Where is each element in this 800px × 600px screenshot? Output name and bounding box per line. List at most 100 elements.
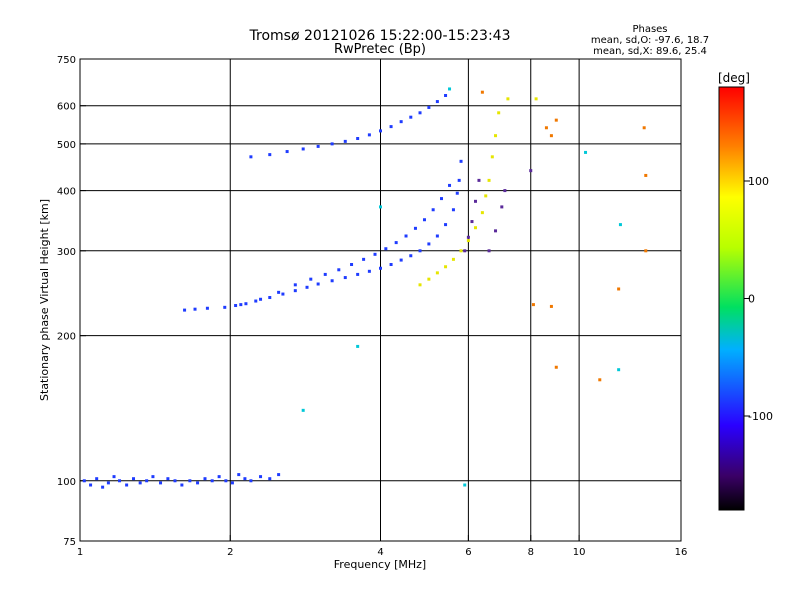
data-point xyxy=(457,178,461,182)
data-point xyxy=(431,208,435,212)
colorbar-ticks: 100 0 -100 xyxy=(744,175,773,423)
data-point xyxy=(451,257,455,261)
data-point xyxy=(444,93,448,97)
data-point xyxy=(463,483,467,487)
y-tick-label: 600 xyxy=(57,102,76,113)
data-point xyxy=(389,125,393,129)
data-point xyxy=(173,479,177,483)
data-point xyxy=(309,277,313,281)
data-point xyxy=(455,191,459,195)
data-point xyxy=(138,481,142,485)
data-point xyxy=(531,303,535,307)
data-point xyxy=(237,473,241,477)
data-point xyxy=(268,296,272,300)
x-tick-label: 10 xyxy=(573,547,586,558)
data-point xyxy=(584,150,588,154)
data-point xyxy=(394,241,398,245)
data-point xyxy=(151,475,155,479)
data-point xyxy=(343,276,347,280)
data-point xyxy=(413,226,417,230)
y-tick-label: 750 xyxy=(57,55,76,66)
data-point xyxy=(356,344,360,348)
x-axis-label: Frequency [MHz] xyxy=(334,558,426,571)
data-point xyxy=(473,226,477,230)
grid-lines xyxy=(80,59,681,541)
data-point xyxy=(89,483,93,487)
y-tick-label: 400 xyxy=(57,187,76,198)
data-point xyxy=(223,305,227,309)
x-tick-label: 6 xyxy=(465,547,471,558)
data-point xyxy=(196,481,200,485)
data-point xyxy=(618,223,622,227)
y-tick-label: 300 xyxy=(57,247,76,258)
data-point xyxy=(95,477,99,481)
stats-line-x: mean, sd,X: 89.6, 25.4 xyxy=(593,46,707,57)
data-point xyxy=(101,485,105,489)
data-point xyxy=(249,479,253,483)
data-point xyxy=(399,258,403,262)
y-tick-label: 100 xyxy=(57,477,76,488)
data-point xyxy=(205,306,209,310)
data-point xyxy=(459,159,463,163)
data-point xyxy=(418,249,422,253)
data-point xyxy=(477,178,481,182)
data-point xyxy=(180,483,184,487)
x-tick-label: 2 xyxy=(227,547,233,558)
data-point xyxy=(356,137,360,141)
x-tick-label: 4 xyxy=(377,547,383,558)
data-point xyxy=(316,282,320,286)
data-point xyxy=(234,304,238,308)
data-point xyxy=(598,378,602,382)
data-point xyxy=(316,144,320,148)
data-point xyxy=(356,272,360,276)
data-point xyxy=(444,223,448,227)
data-point xyxy=(544,126,548,130)
data-point xyxy=(470,220,474,224)
data-point xyxy=(427,277,431,281)
data-point xyxy=(409,115,413,119)
data-point xyxy=(230,481,234,485)
y-tick-label: 75 xyxy=(63,537,76,548)
data-point xyxy=(418,111,422,115)
data-point xyxy=(379,129,382,133)
data-point xyxy=(293,289,297,293)
data-point xyxy=(497,111,501,115)
data-point xyxy=(373,252,377,256)
colorbar-tick-label: 0 xyxy=(748,293,755,306)
data-point xyxy=(451,208,455,212)
data-point xyxy=(254,299,258,303)
data-point xyxy=(506,97,510,101)
data-point xyxy=(330,142,334,146)
data-point xyxy=(554,118,558,122)
data-point xyxy=(183,308,187,312)
data-point xyxy=(435,100,439,104)
data-point xyxy=(389,263,393,267)
colorbar-tick-label: -100 xyxy=(748,410,773,423)
data-point xyxy=(166,477,170,481)
data-point xyxy=(494,134,498,138)
data-point xyxy=(301,147,305,151)
data-point xyxy=(473,199,477,203)
data-point xyxy=(487,178,491,182)
data-point xyxy=(145,479,149,483)
data-point xyxy=(277,290,281,294)
data-point xyxy=(112,475,116,479)
y-axis-ticks: 75 100 200 300 400 500 600 750 xyxy=(57,55,86,548)
data-point xyxy=(435,271,439,275)
data-point xyxy=(367,269,371,273)
data-point xyxy=(529,169,533,173)
data-point xyxy=(459,249,463,253)
data-point xyxy=(448,183,452,187)
y-tick-label: 500 xyxy=(57,140,76,151)
data-point xyxy=(480,90,484,94)
data-point xyxy=(188,479,192,483)
stats-heading: Phases xyxy=(632,24,667,35)
data-point xyxy=(435,234,439,238)
data-point xyxy=(301,408,305,412)
data-point xyxy=(159,481,163,485)
y-tick-label: 200 xyxy=(57,332,76,343)
data-point xyxy=(224,479,228,483)
data-point xyxy=(323,272,327,276)
data-points xyxy=(82,87,648,489)
